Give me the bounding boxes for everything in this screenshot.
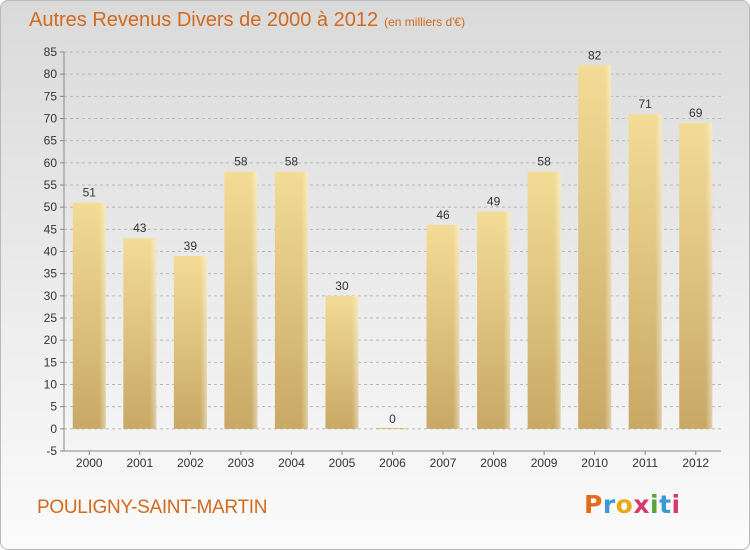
bar-highlight-2001 (123, 238, 157, 429)
value-label-2008: 49 (487, 195, 501, 209)
title-main: Autres Revenus Divers de 2000 à 2012 (29, 9, 379, 31)
bar-highlight-2008 (477, 211, 511, 429)
y-tick-label: 5 (50, 400, 57, 414)
value-label-2003: 58 (234, 155, 248, 169)
value-label-2004: 58 (285, 155, 299, 169)
title-unit: (en milliers d'€) (384, 15, 466, 29)
value-label-2007: 46 (436, 208, 450, 222)
value-label-2002: 39 (184, 239, 198, 253)
x-tick-label-2000: 2000 (76, 456, 103, 470)
bar-highlight-2007 (426, 224, 460, 429)
y-tick-label: 45 (44, 222, 58, 236)
y-tick-label: 70 (44, 112, 58, 126)
x-tick-label-2010: 2010 (581, 456, 608, 470)
y-tick-label: 10 (44, 378, 58, 392)
y-tick-label: 25 (44, 311, 58, 325)
bar-highlight-2002 (173, 255, 207, 429)
x-tick-label-2002: 2002 (177, 456, 204, 470)
bar-highlight-2000 (72, 202, 106, 429)
value-label-2009: 58 (537, 155, 551, 169)
x-tick-label-2012: 2012 (682, 456, 709, 470)
value-label-2006: 0 (389, 412, 396, 426)
value-label-2005: 30 (335, 279, 349, 293)
y-tick-label: 35 (44, 267, 58, 281)
y-tick-label: 20 (44, 333, 58, 347)
bar-highlight-2009 (527, 171, 561, 429)
grid-lines (64, 51, 721, 452)
bar-highlight-2005 (325, 295, 359, 429)
y-tick-label: 75 (44, 89, 58, 103)
x-tick-label-2003: 2003 (228, 456, 255, 470)
bar-highlight-2003 (224, 171, 258, 429)
x-tick-label-2011: 2011 (632, 456, 658, 470)
bar-highlight-2011 (628, 114, 662, 429)
data-labels: 51 43 39 58 58 30 0 46 49 58 82 71 69 (83, 48, 703, 426)
value-label-2000: 51 (83, 186, 97, 200)
y-tick-label: 65 (44, 134, 58, 148)
value-label-2012: 69 (689, 106, 703, 120)
value-label-2010: 82 (588, 48, 602, 62)
bar-highlight-2012 (679, 122, 713, 429)
x-tick-label-2008: 2008 (480, 456, 507, 470)
bar-highlight-2010 (578, 65, 612, 429)
y-tick-label: 0 (50, 422, 57, 436)
axes (60, 51, 721, 455)
y-tick-label: 40 (44, 245, 58, 259)
y-tick-label: 80 (44, 67, 58, 81)
tick-labels: -505101520253035404550556065707580852000… (44, 45, 710, 470)
chart-title: Autres Revenus Divers de 2000 à 2012 (en … (29, 9, 465, 32)
x-tick-label-2006: 2006 (379, 456, 406, 470)
x-tick-label-2009: 2009 (531, 456, 558, 470)
y-tick-label: 30 (44, 289, 58, 303)
value-label-2001: 43 (133, 221, 147, 235)
bar-highlight-2004 (274, 171, 308, 429)
bar-highlight-2006 (376, 427, 409, 429)
bars (72, 65, 713, 429)
y-tick-label: 55 (44, 178, 58, 192)
city-name: POULIGNY-SAINT-MARTIN (37, 497, 268, 518)
y-tick-label: -5 (46, 444, 57, 458)
y-tick-label: 50 (44, 200, 58, 214)
x-tick-label-2005: 2005 (329, 456, 356, 470)
y-tick-label: 85 (44, 45, 58, 59)
proxiti-logo: Proxiti (584, 490, 681, 519)
x-tick-label-2001: 2001 (126, 456, 153, 470)
x-tick-label-2004: 2004 (278, 456, 305, 470)
y-tick-label: 60 (44, 156, 58, 170)
y-tick-label: 15 (44, 355, 58, 369)
value-label-2011: 71 (639, 97, 653, 111)
x-tick-label-2007: 2007 (430, 456, 457, 470)
